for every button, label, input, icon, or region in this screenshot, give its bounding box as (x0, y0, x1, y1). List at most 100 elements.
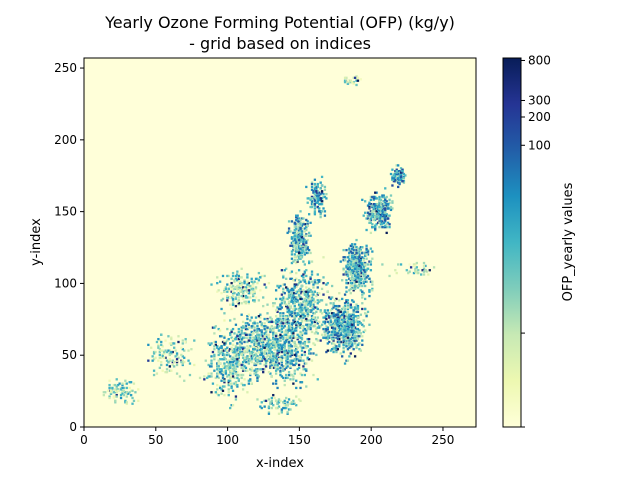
heatmap-cell (296, 237, 299, 240)
heatmap-cell (345, 264, 348, 268)
heatmap-cell (313, 325, 317, 328)
heatmap-cell (244, 296, 248, 299)
heatmap-cell (343, 315, 347, 318)
heatmap-cell (276, 340, 279, 344)
heatmap-cell (343, 325, 347, 328)
heatmap-cell (323, 330, 327, 334)
heatmap-cell (381, 208, 384, 212)
heatmap-cell (273, 363, 276, 367)
heatmap-cell (280, 375, 284, 378)
heatmap-cell (272, 382, 275, 385)
heatmap-cell (320, 312, 324, 315)
heatmap-cell (257, 342, 261, 345)
heatmap-cell (277, 358, 281, 361)
heatmap-cell (369, 214, 373, 217)
heatmap-cell (295, 386, 298, 390)
heatmap-cell (277, 335, 281, 338)
heatmap-cell (240, 346, 243, 349)
heatmap-cell (240, 339, 243, 342)
heatmap-cell (229, 376, 232, 380)
heatmap-cell (297, 325, 301, 328)
heatmap-cell (361, 335, 364, 338)
heatmap-cell (315, 319, 318, 322)
heatmap-cell (305, 323, 308, 326)
heatmap-cell (329, 316, 332, 319)
heatmap-cell (289, 306, 292, 309)
heatmap-cell (328, 330, 331, 334)
heatmap-cell (233, 365, 236, 368)
heatmap-cell (217, 372, 220, 375)
heatmap-cell (244, 358, 248, 361)
heatmap-cell (325, 325, 328, 328)
heatmap-cell (379, 198, 383, 202)
heatmap-cell (351, 260, 354, 263)
heatmap-cell (312, 352, 315, 355)
heatmap-cell (266, 342, 269, 345)
heatmap-cell (349, 250, 352, 253)
heatmap-cell (227, 366, 230, 369)
heatmap-cell (299, 225, 302, 229)
heatmap-cell (366, 250, 370, 253)
heatmap-cell (229, 363, 232, 367)
heatmap-cell (365, 315, 368, 318)
heatmap-cell (312, 316, 315, 319)
heatmap-cell (299, 297, 302, 301)
heatmap-cell (342, 330, 345, 334)
heatmap-cell (259, 316, 262, 319)
heatmap-cell (338, 340, 341, 344)
heatmap-cell (315, 310, 318, 313)
heatmap-cell (295, 307, 298, 311)
heatmap-cell (345, 325, 348, 328)
heatmap-cell (260, 329, 263, 332)
heatmap-cell (351, 274, 354, 278)
heatmap-cell (266, 348, 269, 351)
heatmap-cell (300, 234, 304, 237)
heatmap-cell (276, 320, 279, 324)
heatmap-cell (252, 350, 255, 354)
heatmap-cell (374, 210, 377, 213)
heatmap-cell (313, 207, 317, 210)
heatmap-cell (338, 335, 341, 338)
heatmap-cell (389, 172, 393, 176)
heatmap-cell (353, 253, 357, 256)
heatmap-cell (305, 346, 308, 349)
heatmap-cell (385, 200, 388, 203)
heatmap-cell (269, 352, 272, 355)
heatmap-cell (257, 333, 261, 336)
heatmap-cell (114, 399, 117, 403)
heatmap-cell (237, 286, 240, 289)
heatmap-cell (300, 312, 304, 315)
heatmap-cell (236, 365, 239, 368)
heatmap-cell (269, 339, 272, 342)
heatmap-cell (273, 340, 276, 344)
heatmap-cell (343, 337, 347, 341)
heatmap-cell (361, 261, 364, 265)
heatmap-cell (336, 319, 340, 322)
heatmap-cell (366, 267, 370, 270)
heatmap-cell (272, 362, 275, 365)
heatmap-cell (365, 217, 368, 220)
heatmap-cell (213, 369, 216, 372)
heatmap-cell (299, 310, 302, 313)
heatmap-cell (338, 292, 341, 295)
heatmap-cell (250, 287, 253, 291)
heatmap-cell (233, 358, 236, 361)
heatmap-cell (297, 234, 301, 237)
heatmap-cell (252, 355, 255, 358)
heatmap-cell (349, 260, 352, 263)
heatmap-cell (300, 284, 304, 288)
heatmap-cell (369, 203, 373, 206)
heatmap-cell (262, 356, 265, 359)
heatmap-cell (295, 227, 298, 230)
heatmap-cell (384, 207, 387, 210)
heatmap-cell (346, 336, 350, 339)
heatmap-cell (286, 231, 289, 235)
heatmap-cell (241, 290, 245, 293)
heatmap-cell (289, 343, 292, 347)
heatmap-cell (303, 279, 306, 282)
heatmap-cell (375, 215, 378, 219)
heatmap-cell (359, 281, 362, 285)
heatmap-cell (356, 343, 360, 347)
heatmap-cell (351, 263, 354, 266)
heatmap-cell (160, 349, 163, 352)
